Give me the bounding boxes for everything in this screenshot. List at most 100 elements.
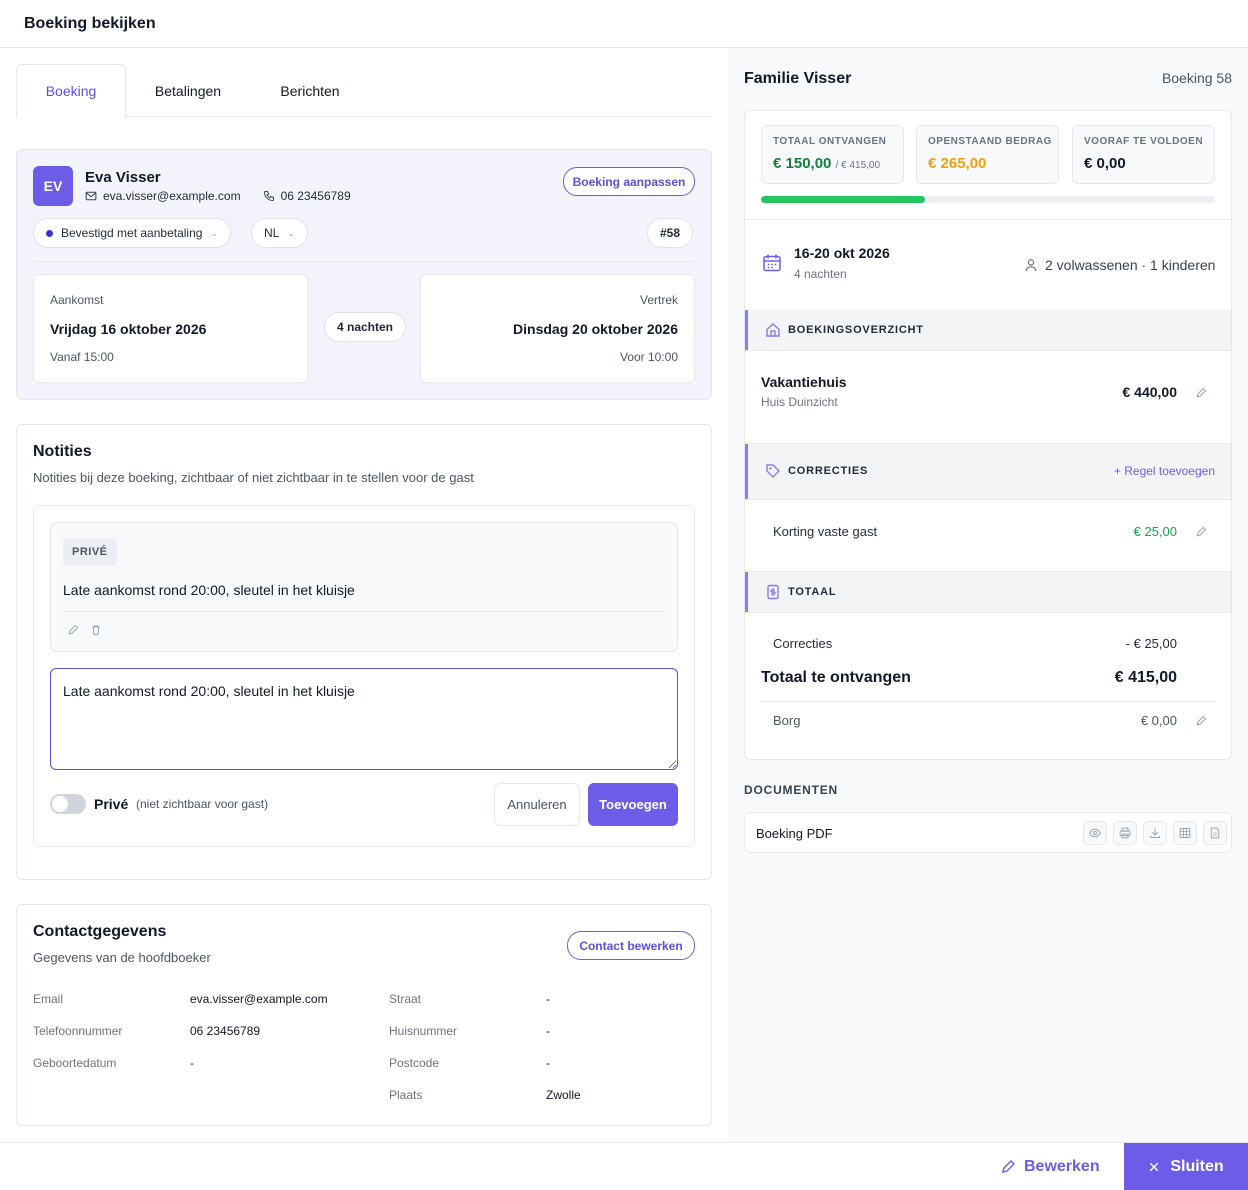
nights-text: 4 nachten [337,320,394,334]
contact-card: Contactgegevens Gegevens van de hoofdboe… [16,904,712,1126]
file-icon [1210,827,1220,839]
departure-box: Vertrek Dinsdag 20 oktober 2026 Voor 10:… [420,274,695,383]
departure-date: Dinsdag 20 oktober 2026 [513,321,678,337]
departure-label: Vertrek [639,293,678,307]
contact-subtitle: Gegevens van de hoofdboeker [33,950,211,965]
guest-email[interactable]: eva.visser@example.com [103,189,241,203]
chevron-down-icon: ⌄ [210,227,218,238]
note-input[interactable] [50,668,678,770]
stat-total-received: TOTAAL ONTVANGEN € 150,00 / € 415,00 [761,125,904,184]
field-label-street: Straat [389,992,422,1006]
field-value-email: eva.visser@example.com [190,992,328,1006]
total-section-header: TOTAAL [745,572,1231,612]
stat-value: € 150,00 / € 415,00 [773,155,881,172]
table-icon [1179,828,1191,838]
status-dot [46,229,53,237]
divider [745,571,1231,572]
tab-bar: Boeking Betalingen Berichten [16,64,712,118]
table-button[interactable] [1173,821,1197,845]
close-button[interactable]: Sluiten [1124,1143,1248,1190]
tab-betalingen[interactable]: Betalingen [154,82,222,99]
close-icon [1150,1162,1159,1172]
stat-label: OPENSTAAND BEDRAG [928,136,1052,147]
edit-booking-button[interactable]: Boeking aanpassen [563,167,695,196]
download-button[interactable] [1143,821,1167,845]
cancel-button[interactable]: Annuleren [494,783,580,826]
download-icon [1150,828,1160,838]
field-value-phone: 06 23456789 [190,1024,261,1038]
stat-outstanding: OPENSTAAND BEDRAG € 265,00 [916,125,1059,184]
language-label: NL [264,226,280,240]
stat-label: VOORAF TE VOLDOEN [1084,136,1204,147]
note-text: Late aankomst rond 20:00, sleutel in het… [63,582,355,598]
home-icon [766,323,780,337]
field-label-phone: Telefoonnummer [33,1024,123,1038]
field-value-housenumber: - [546,1024,550,1038]
guest-contact-line: eva.visser@example.com 06 23456789 [85,189,351,203]
summary-card: TOTAAL ONTVANGEN € 150,00 / € 415,00 OPE… [744,110,1232,760]
pencil-icon[interactable] [1195,526,1207,538]
divider [745,443,1231,444]
pencil-icon[interactable] [1195,387,1207,399]
field-value-birthdate: - [190,1056,194,1070]
corrections-section-header: CORRECTIES + Regel toevoegen [745,444,1231,499]
accommodation-name: Vakantiehuis [761,374,847,390]
documents-title: DOCUMENTEN [744,783,838,797]
document-row: Boeking PDF [744,812,1232,853]
notes-subtitle: Notities bij deze boeking, zichtbaar of … [33,470,474,485]
print-button[interactable] [1113,821,1137,845]
tab-berichten[interactable]: Berichten [280,82,340,99]
file-button[interactable] [1203,821,1227,845]
corrections-label: CORRECTIES [788,465,869,477]
accommodation-price: € 440,00 [1122,384,1178,400]
left-pane: Boeking Betalingen Berichten EV Eva Viss… [0,48,728,1142]
note-actions [63,611,665,641]
status-dropdown[interactable]: Bevestigd met aanbetaling ⌄ [33,218,231,248]
corrections-total-label: Correcties [773,636,833,651]
booking-number: Boeking 58 [1161,70,1232,86]
arrival-date: Vrijdag 16 oktober 2026 [50,321,207,337]
chevron-down-icon: ⌄ [287,227,295,238]
pencil-icon[interactable] [67,624,79,636]
add-note-button[interactable]: Toevoegen [588,783,678,826]
notes-card: Notities Notities bij deze boeking, zich… [16,424,712,880]
stay-nights: 4 nachten [794,267,847,281]
booking-ref-text: #58 [660,226,681,240]
trash-icon[interactable] [90,624,102,636]
payment-progress-fill [761,196,926,203]
pencil-icon[interactable] [1195,715,1207,727]
modal-header: Boeking bekijken [0,0,1248,48]
nights-badge: 4 nachten [324,312,407,342]
deposit-label: Borg [773,713,801,728]
deposit-amount: € 0,00 [1140,713,1177,728]
stat-value: € 0,00 [1084,155,1126,172]
edit-button[interactable]: Bewerken [1000,1143,1100,1190]
stat-value: € 265,00 [928,155,987,172]
correction-name: Korting vaste gast [773,524,878,539]
stay-dates: 16-20 okt 2026 [794,245,890,261]
language-dropdown[interactable]: NL ⌄ [251,218,308,248]
guest-name: Eva Visser [85,169,161,186]
stat-label: TOTAAL ONTVANGEN [773,136,887,147]
divider [745,612,1231,613]
stat-prepay: VOORAF TE VOLDOEN € 0,00 [1072,125,1215,184]
grand-total-amount: € 415,00 [1114,669,1177,686]
field-label-birthdate: Geboortedatum [33,1056,117,1070]
eye-icon [1089,828,1101,838]
field-label-postcode: Postcode [389,1056,440,1070]
guest-phone[interactable]: 06 23456789 [280,189,351,203]
edit-contact-button[interactable]: Contact bewerken [567,931,695,960]
preview-button[interactable] [1083,821,1107,845]
phone-icon [263,191,274,201]
tab-boeking[interactable]: Boeking [16,64,126,118]
arrival-label: Aankomst [50,293,104,307]
user-icon [1025,259,1037,272]
arrival-box: Aankomst Vrijdag 16 oktober 2026 Vanaf 1… [33,274,308,383]
divider [745,499,1231,500]
divider [761,701,1215,702]
contact-title: Contactgegevens [33,923,167,940]
add-line-link[interactable]: + Regel toevoegen [1113,464,1215,478]
summary-pane: Familie Visser Boeking 58 TOTAAL ONTVANG… [728,48,1248,1142]
private-toggle[interactable] [50,794,86,814]
guest-count: 2 volwassenen · 1 kinderen [1045,257,1216,273]
